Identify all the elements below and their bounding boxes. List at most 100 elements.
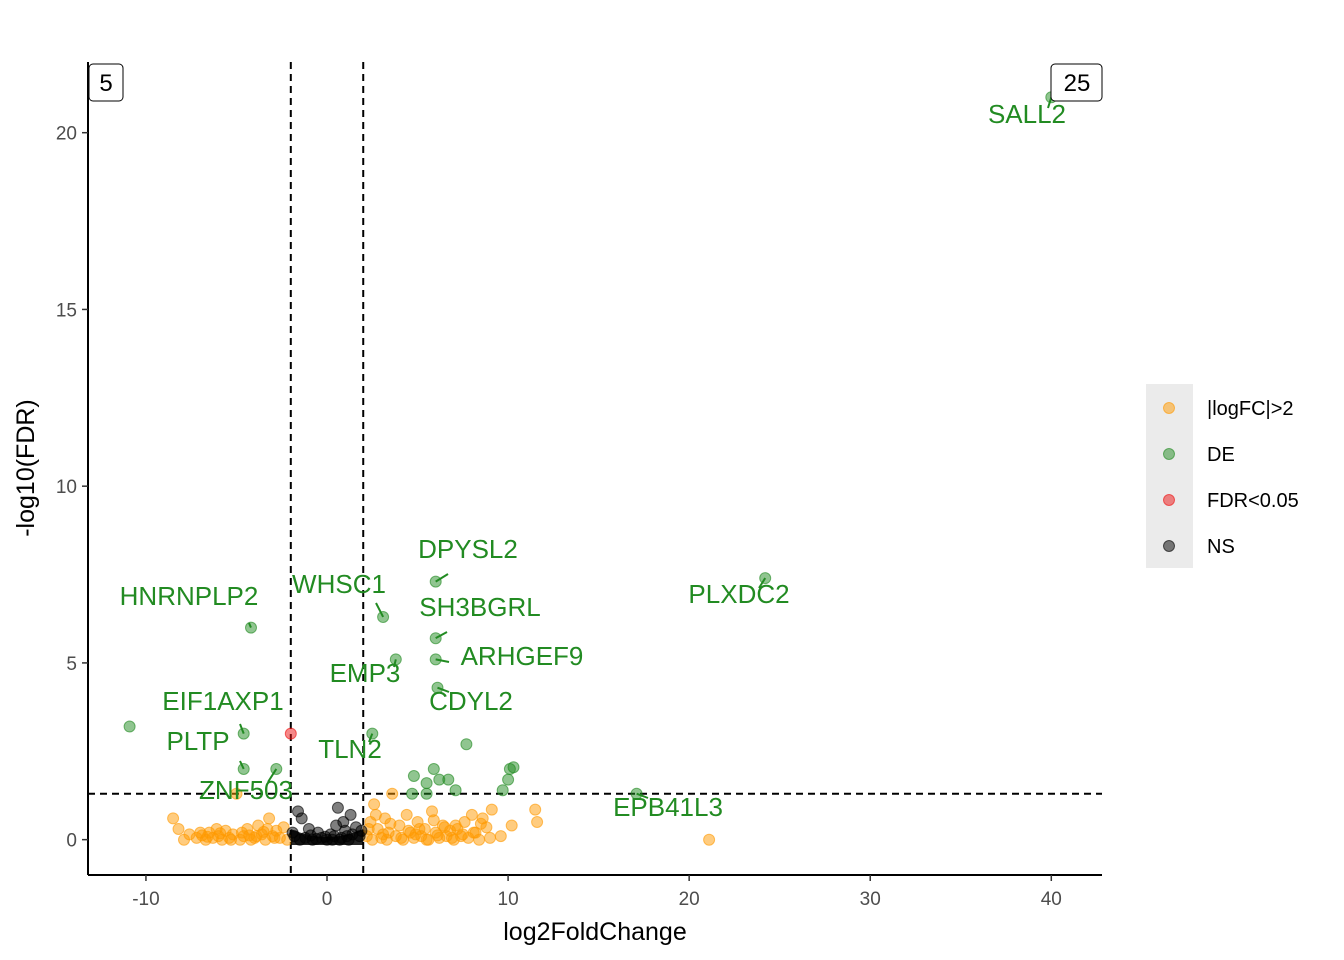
right-count-box [1050,63,1103,102]
gene-label-arhgef9: ARHGEF9 [461,641,584,671]
gene-label-whsc1: WHSC1 [292,569,386,599]
point-logfc-2-39 [257,825,270,838]
connector-znf503 [267,768,278,783]
x-tick-label--10: -10 [132,889,159,910]
point-de-15 [427,763,440,775]
point-ns-2 [331,801,344,814]
point-logfc-2-78 [529,803,542,816]
legend-key-fdr-0-05 [1163,494,1175,506]
point-logfc-2-37 [214,827,227,840]
point-de-23 [496,784,509,797]
point-logfc-2-89 [395,831,408,844]
point-logfc-2-77 [505,819,518,832]
legend-key-background [1146,384,1193,568]
point-de-3 [377,611,390,623]
x-tick-label-0: 0 [322,889,333,910]
point-de-26 [406,787,419,800]
point-logfc-2-14 [230,787,243,800]
point-logfc-2-76 [494,830,507,843]
x-axis-title: log2FoldChange [503,918,686,946]
y-tick-label-20: 20 [56,124,77,145]
gene-label-hnrnplp2: HNRNPLP2 [120,581,259,611]
y-axis-title: -log10(FDR) [12,399,40,537]
connector-sall2 [1047,97,1053,109]
point-logfc-2-80 [703,833,716,846]
gene-label-tln2: TLN2 [318,734,382,764]
gene-label-epb41l3: EPB41L3 [613,792,723,822]
connector-eif1axp1 [239,723,245,734]
point-de-25 [420,787,433,800]
point-logfc-2-91 [431,829,444,842]
connector-arhgef9 [435,658,450,663]
point-logfc-2-96 [409,828,422,841]
data-points [123,91,1058,846]
y-tick-label-0: 0 [66,831,77,852]
point-logfc-2-92 [449,819,462,832]
connector-whsc1 [375,602,385,618]
point-de-11 [366,727,379,740]
point-logfc-2-23 [263,812,276,825]
point-logfc-2-94 [369,808,382,821]
point-de-21 [420,777,433,790]
y-axis-ticks: 0 5 10 15 20 [56,124,88,852]
gene-label-sh3bgrl: SH3BGRL [419,592,540,622]
point-de-27 [630,787,643,800]
x-tick-label-40: 40 [1041,889,1062,910]
point-logfc-2-1 [172,823,185,835]
point-de-22 [449,784,462,797]
point-fdr-0-05-0 [284,727,297,740]
point-logfc-2-86 [456,828,469,841]
connector-emp3 [393,659,397,668]
gene-label-emp3: EMP3 [330,658,401,688]
point-logfc-2-81 [366,833,379,846]
gene-label-znf503: ZNF503 [199,775,293,805]
x-axis-ticks: -10 0 10 20 30 40 [132,875,1062,910]
point-ns-1 [295,812,308,825]
point-ns-3 [344,808,357,821]
y-tick-label-15: 15 [56,300,77,321]
point-logfc-2-69 [465,808,478,821]
point-logfc-2-93 [467,826,480,839]
point-de-13 [237,763,250,775]
point-logfc-2-42 [368,798,381,811]
threshold-lines [88,62,1102,875]
y-tick-label-10: 10 [56,477,77,498]
connector-epb41l3 [636,792,649,799]
point-logfc-2-27 [277,821,290,834]
legend-label-ns: NS [1207,536,1235,558]
point-logfc-2-47 [386,787,399,800]
gene-labels: SALL2 DPYSL2 PLXDC2 WHSC1 HNRNPLP2 SH3BGRL ARH… [120,99,1066,822]
gene-label-plxdc2: PLXDC2 [688,579,789,609]
point-logfc-2-51 [400,808,413,821]
connector-sh3bgrl [435,631,448,640]
point-logfc-2-75 [485,803,498,816]
gene-label-dpysl2: DPYSL2 [418,534,518,564]
x-tick-label-30: 30 [860,889,881,910]
axes: -10 0 10 20 30 40 0 5 10 15 20 log2FoldChange -lo… [12,62,1102,946]
point-logfc-2-95 [384,817,397,830]
point-logfc-2-84 [420,833,433,846]
point-de-9 [123,720,136,733]
connector-pltp [239,760,245,770]
connector-tln2 [368,733,374,743]
point-de-20 [442,773,455,786]
legend-label-de: DE [1207,444,1235,466]
point-logfc-2-79 [531,816,544,828]
point-logfc-2-99 [427,814,440,827]
legend-key-logfc-2 [1163,402,1175,414]
gene-label-eif1axp1: EIF1AXP1 [162,686,283,716]
legend-label-fdr-0-05: FDR<0.05 [1207,490,1299,512]
y-tick-label-5: 5 [66,654,77,675]
point-logfc-2-31 [225,833,237,846]
connector-plxdc2 [758,577,767,589]
label-connectors [239,97,1053,799]
count-boxes: 5 25 [88,63,1103,102]
legend: |logFC|>2 DE FDR<0.05 NS [1146,384,1299,568]
gene-label-sall2: SALL2 [988,99,1066,129]
point-logfc-2-97 [446,831,458,844]
legend-label-logfc-2: |logFC|>2 [1207,398,1294,420]
right-count: 25 [1064,70,1091,97]
point-logfc-2-35 [268,831,281,844]
legend-key-ns [1163,540,1175,552]
